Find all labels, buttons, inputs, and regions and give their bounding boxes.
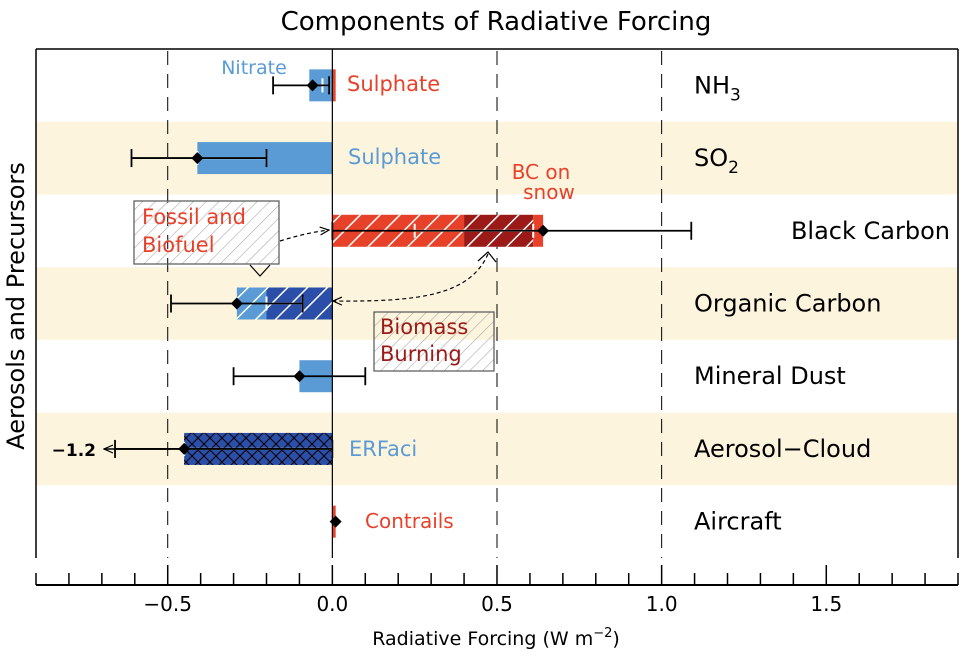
biomass-burning-label-line1: Biomass bbox=[380, 315, 468, 339]
category-subscript: 3 bbox=[730, 85, 741, 105]
mean-diamond-so2 bbox=[191, 152, 204, 165]
x-tick-label: −0.5 bbox=[143, 592, 192, 616]
contrails-label: Contrails bbox=[365, 509, 454, 533]
category-name: NH bbox=[694, 71, 730, 99]
nh3-sulphate-label: Sulphate bbox=[347, 72, 440, 96]
category-name: Mineral Dust bbox=[694, 362, 846, 390]
fossil-biofuel-label-line2: Biofuel bbox=[142, 233, 215, 257]
bc-on-snow-label-line1: BC on bbox=[512, 160, 571, 184]
gridlines bbox=[167, 51, 663, 558]
category-label-nh3: NH3 bbox=[694, 71, 741, 105]
mean-diamond-mineral-dust bbox=[293, 370, 306, 383]
category-subscript: 2 bbox=[728, 158, 739, 178]
fossil-biofuel-box bbox=[133, 200, 280, 265]
chart-title: Components of Radiative Forcing bbox=[281, 7, 712, 37]
category-name: Aircraft bbox=[694, 508, 782, 536]
fossil-biofuel-label-line1: Fossil and bbox=[142, 205, 246, 229]
y-axis-label: Aerosols and Precursors bbox=[2, 162, 30, 450]
erfaci-label: ERFaci bbox=[349, 437, 417, 461]
category-label-organic-carbon: Organic Carbon bbox=[694, 290, 881, 318]
offscale-label: −1.2 bbox=[52, 441, 96, 461]
category-name: Aerosol−Cloud bbox=[694, 435, 871, 463]
mean-diamond-organic-carbon bbox=[230, 297, 243, 310]
category-name: SO bbox=[694, 144, 728, 172]
biomass-burning-label-line2: Burning bbox=[380, 342, 462, 366]
x-axis-label-main: Radiative Forcing (W m bbox=[372, 628, 593, 650]
mean-diamond-aerosol-cloud bbox=[178, 442, 191, 455]
x-axis-label-suffix: ) bbox=[612, 628, 619, 650]
x-tick-label: 1.0 bbox=[646, 592, 678, 616]
category-label-black-carbon: Black Carbon bbox=[791, 217, 950, 245]
category-labels: NH3 SO2 Black Carbon Organic Carbon Mineral … bbox=[694, 71, 950, 535]
x-axis-label: Radiative Forcing (W m−2) bbox=[372, 626, 620, 650]
nitrate-label: Nitrate bbox=[221, 57, 287, 79]
biomass-pointer bbox=[477, 251, 497, 263]
biomass-burning-box bbox=[373, 311, 495, 372]
x-tick-label: 0.0 bbox=[316, 592, 348, 616]
x-axis-label-exponent: −2 bbox=[593, 626, 612, 641]
mean-diamond-nh3 bbox=[306, 79, 319, 92]
mean-diamond-black-carbon bbox=[537, 224, 550, 237]
fossil-arrow bbox=[279, 230, 329, 242]
bc-on-snow-label-line2: snow bbox=[523, 180, 575, 204]
category-label-aircraft: Aircraft bbox=[694, 508, 782, 536]
category-label-mineral-dust: Mineral Dust bbox=[694, 362, 846, 390]
so2-sulphate-label: Sulphate bbox=[348, 145, 441, 169]
bar-segment-nh3 bbox=[332, 69, 336, 102]
biomass-arrow bbox=[333, 253, 489, 301]
category-name: Black Carbon bbox=[791, 217, 950, 245]
category-label-so2: SO2 bbox=[694, 144, 739, 178]
category-name: Organic Carbon bbox=[694, 290, 881, 318]
x-tick-label: 0.5 bbox=[481, 592, 513, 616]
x-tick-label: 1.5 bbox=[810, 592, 842, 616]
fossil-pointer bbox=[249, 264, 271, 277]
mean-diamond-aircraft bbox=[329, 515, 342, 528]
category-label-aerosol-cloud: Aerosol−Cloud bbox=[694, 435, 871, 463]
